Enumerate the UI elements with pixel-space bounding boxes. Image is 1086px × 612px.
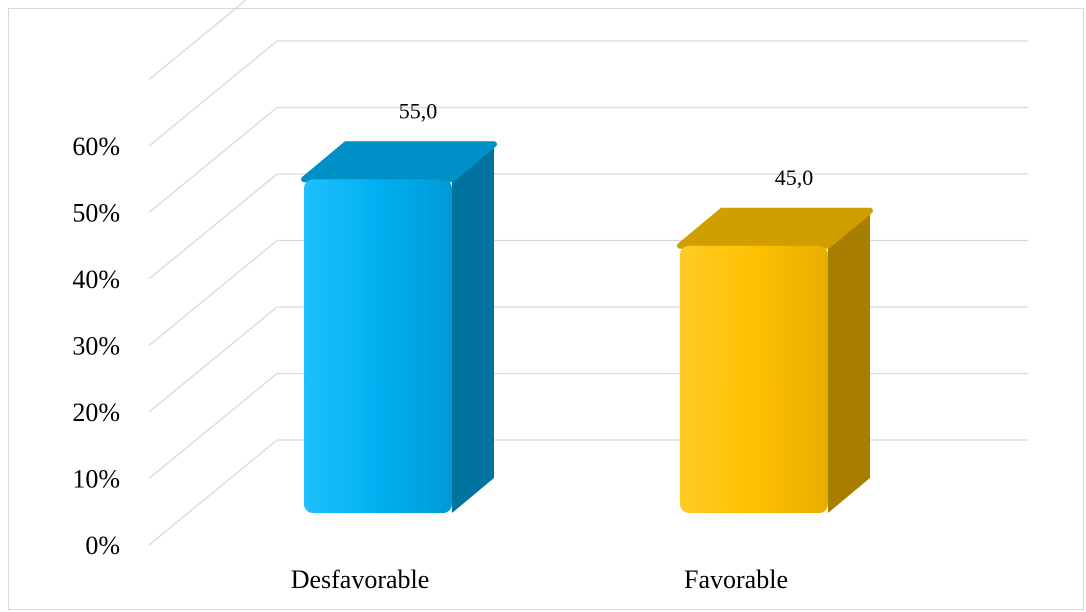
y-axis: 0% 10% 20% 30% 40% 50% 60% <box>72 132 120 560</box>
y-tick-label: 0% <box>85 531 120 560</box>
y-tick-label: 50% <box>72 199 120 228</box>
bar-side-face <box>828 210 870 513</box>
gridline-diagonal <box>148 306 278 413</box>
y-tick-label: 40% <box>72 265 120 294</box>
bar-front-face <box>680 245 828 513</box>
y-tick-label: 60% <box>72 132 120 161</box>
gridline-diagonal <box>148 106 278 214</box>
gridline-diagonal <box>148 439 278 546</box>
y-tick-label: 20% <box>72 398 120 427</box>
bar-side-face <box>452 144 494 513</box>
grid-layer <box>148 0 1028 546</box>
chart-frame <box>8 8 1084 610</box>
category-label: Favorable <box>684 565 788 594</box>
gridline-diagonal <box>148 239 278 347</box>
data-label: 45,0 <box>775 165 814 190</box>
bar-desfavorable <box>301 141 497 513</box>
gridline-diagonal <box>148 173 278 280</box>
gridline-diagonal <box>148 372 278 480</box>
labels: 55,0 Desfavorable 45,0 Favorable <box>291 98 814 594</box>
gridline-diagonal <box>148 40 278 147</box>
y-tick-label: 30% <box>72 332 120 361</box>
bar-favorable <box>677 207 873 513</box>
gridline-diagonal <box>148 0 247 81</box>
bars <box>301 141 873 513</box>
category-label: Desfavorable <box>291 565 430 594</box>
y-tick-label: 10% <box>72 465 120 494</box>
bar-front-face <box>304 179 452 513</box>
data-label: 55,0 <box>399 98 438 123</box>
